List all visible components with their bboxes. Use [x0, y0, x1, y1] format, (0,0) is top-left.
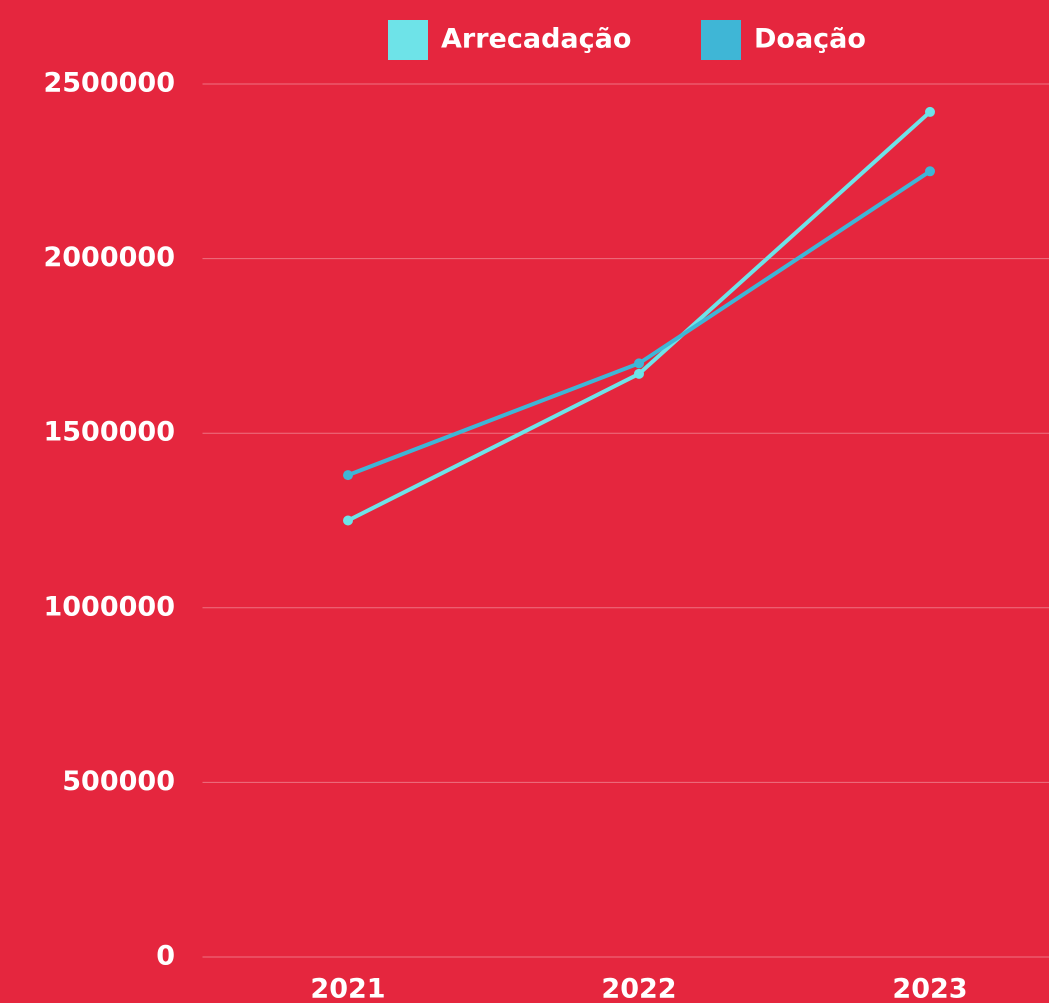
point: [925, 106, 935, 117]
point: [634, 358, 644, 369]
y-tick-label: 2000000: [43, 242, 175, 273]
y-tick-label: 1000000: [43, 591, 175, 622]
point: [925, 166, 935, 177]
legend-label: Doação: [754, 24, 866, 55]
legend-swatch: [701, 20, 741, 60]
legend-label: Arrecadação: [441, 24, 631, 55]
y-tick-label: 1500000: [43, 417, 175, 448]
point: [343, 515, 353, 526]
point: [634, 368, 644, 379]
y-tick-label: 0: [156, 941, 175, 972]
y-tick-label: 500000: [62, 766, 175, 797]
point: [343, 470, 353, 481]
legend-swatch: [388, 20, 428, 60]
x-tick-label: 2023: [892, 974, 967, 1003]
x-tick-label: 2021: [310, 974, 385, 1003]
y-tick-label: 2500000: [43, 68, 175, 99]
x-tick-label: 2022: [601, 974, 676, 1003]
